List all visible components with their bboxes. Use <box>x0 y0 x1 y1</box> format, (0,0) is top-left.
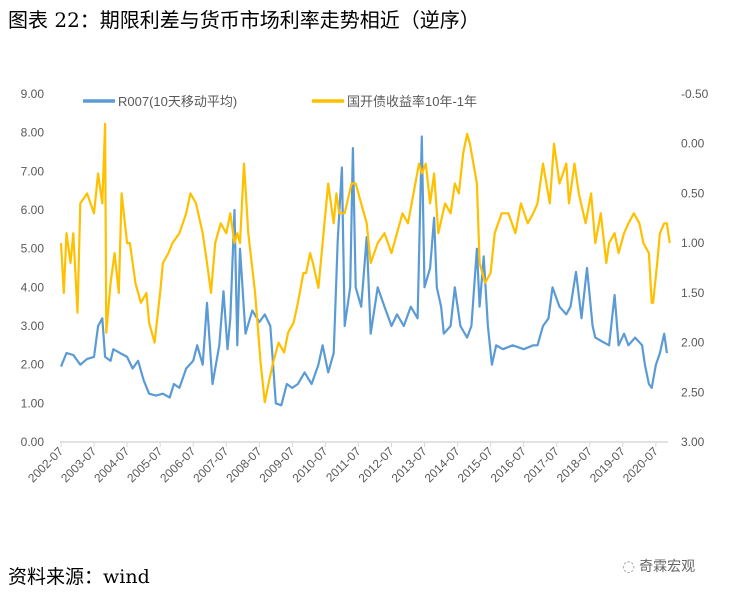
x-tick-label: 2010-07 <box>289 444 330 485</box>
x-tick-label: 2009-07 <box>256 444 297 485</box>
right-tick-label: 2.50 <box>681 385 705 399</box>
x-tick-label: 2020-07 <box>620 444 661 485</box>
right-tick-label: -0.50 <box>681 87 709 101</box>
right-tick-label: 0.00 <box>681 137 705 151</box>
watermark-text: 奇霖宏观 <box>639 559 696 575</box>
legend-label-r007: R007(10天移动平均) <box>118 94 237 109</box>
wechat-icon: ◌ <box>622 557 636 575</box>
right-tick-label: 2.00 <box>681 336 705 350</box>
left-tick-label: 2.00 <box>21 358 45 372</box>
right-tick-label: 0.50 <box>681 186 705 200</box>
source-note: 资料来源：wind <box>8 566 150 588</box>
left-tick-label: 4.00 <box>21 280 45 294</box>
legend-label-spread: 国开债收益率10年-1年 <box>347 94 477 109</box>
x-tick-label: 2013-07 <box>389 444 430 485</box>
x-tick-label: 2002-07 <box>25 444 66 485</box>
x-tick-label: 2005-07 <box>124 444 165 485</box>
series-line-spread <box>59 122 671 404</box>
right-tick-label: 1.00 <box>681 236 705 250</box>
x-tick-label: 2018-07 <box>554 444 595 485</box>
x-tick-label: 2019-07 <box>587 444 628 485</box>
left-tick-label: 5.00 <box>21 242 45 256</box>
left-tick-label: 8.00 <box>21 126 45 140</box>
x-axis: 2002-072003-072004-072005-072006-072007-… <box>25 442 661 485</box>
left-tick-label: 0.00 <box>21 435 45 449</box>
x-tick-label: 2008-07 <box>223 444 264 485</box>
left-tick-label: 3.00 <box>21 319 45 333</box>
left-tick-label: 9.00 <box>21 87 45 101</box>
x-tick-label: 2006-07 <box>157 444 198 485</box>
left-tick-label: 7.00 <box>21 164 45 178</box>
x-tick-label: 2017-07 <box>521 444 562 485</box>
right-axis: 3.00 2.50 2.00 1.50 1.00 0.50 0.00 -0.50 <box>681 87 709 449</box>
x-tick-label: 2014-07 <box>422 444 463 485</box>
page-title: 图表 22：期限利差与货币市场利率走势相近（逆序） <box>8 8 480 32</box>
x-tick-label: 2016-07 <box>488 444 529 485</box>
watermark: ◌ 奇霖宏观 <box>622 556 695 576</box>
left-tick-label: 1.00 <box>21 396 45 410</box>
x-tick-label: 2015-07 <box>455 444 496 485</box>
left-tick-label: 6.00 <box>21 203 45 217</box>
right-tick-label: 3.00 <box>681 435 705 449</box>
x-tick-label: 2004-07 <box>91 444 132 485</box>
left-axis: 0.00 1.00 2.00 3.00 4.00 5.00 6.00 7.00 8.00 9.00 <box>21 87 45 449</box>
x-tick-label: 2012-07 <box>356 444 397 485</box>
x-tick-label: 2003-07 <box>58 444 99 485</box>
x-tick-label: 2007-07 <box>190 444 231 485</box>
legend: R007(10天移动平均) 国开债收益率10年-1年 <box>83 94 477 109</box>
right-tick-label: 1.50 <box>681 286 705 300</box>
series-line-r007 <box>59 135 668 407</box>
